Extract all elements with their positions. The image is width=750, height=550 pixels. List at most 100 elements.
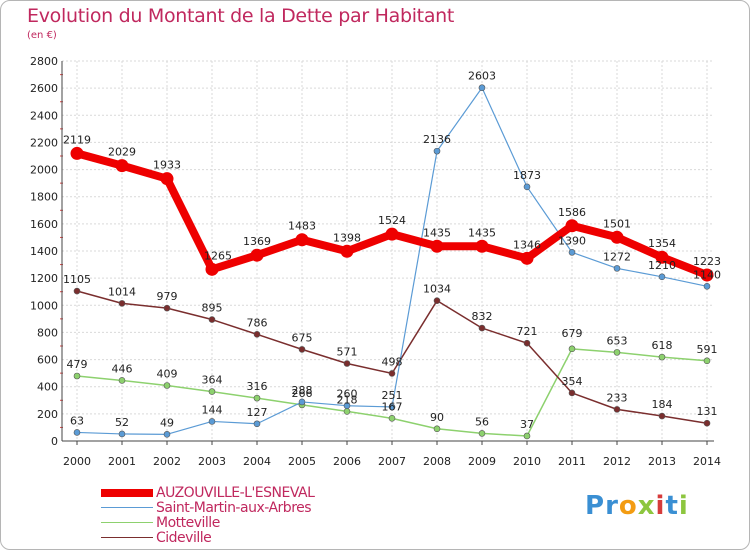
- data-label-saint-martin: 1873: [513, 169, 541, 182]
- data-label-saint-martin: 63: [70, 414, 84, 427]
- y-tick-label: 2800: [30, 55, 58, 68]
- y-tick-label: 2400: [30, 109, 58, 122]
- data-point-auzouville: [160, 172, 174, 186]
- data-point-auzouville: [115, 159, 129, 173]
- data-label-cideville: 1105: [63, 273, 91, 286]
- data-point-motteville: [73, 372, 81, 380]
- legend-item-motteville: Motteville: [101, 515, 314, 530]
- data-label-auzouville: 1586: [558, 206, 586, 219]
- data-label-saint-martin: 49: [160, 416, 174, 429]
- data-label-saint-martin: 288: [292, 384, 313, 397]
- data-label-auzouville: 1933: [153, 159, 181, 172]
- data-point-auzouville: [295, 233, 309, 247]
- data-label-motteville: 167: [382, 400, 403, 413]
- logo-letter: i: [655, 491, 666, 521]
- y-tick-label: 400: [37, 381, 58, 394]
- data-label-saint-martin: 1272: [603, 250, 631, 263]
- chart-legend: AUZOUVILLE-L'ESNEVAL Saint-Martin-aux-Arb…: [101, 484, 315, 546]
- data-label-cideville: 233: [607, 391, 628, 404]
- y-tick-label: 2200: [30, 136, 58, 149]
- data-label-saint-martin: 260: [337, 388, 358, 401]
- data-point-saint-martin: [703, 282, 711, 290]
- x-tick-label: 2011: [558, 455, 586, 468]
- data-point-cideville: [388, 370, 396, 377]
- data-point-auzouville: [205, 262, 219, 276]
- x-tick-label: 2006: [333, 455, 361, 468]
- legend-label: Motteville: [156, 514, 220, 531]
- data-label-auzouville: 1346: [513, 238, 541, 251]
- data-point-auzouville: [475, 239, 489, 253]
- y-tick-label: 2000: [30, 164, 58, 177]
- data-point-motteville: [388, 415, 396, 422]
- data-label-motteville: 618: [652, 339, 673, 352]
- data-point-cideville: [298, 346, 306, 353]
- data-point-saint-martin: [478, 84, 486, 92]
- data-point-auzouville: [565, 219, 579, 233]
- data-label-cideville: 184: [652, 398, 673, 411]
- data-point-cideville: [208, 316, 216, 323]
- data-label-motteville: 409: [157, 367, 178, 380]
- x-tick-label: 2009: [468, 455, 496, 468]
- legend-label: Cideville: [156, 529, 212, 546]
- data-point-motteville: [208, 388, 216, 395]
- data-label-auzouville: 2119: [63, 133, 91, 146]
- logo-letter: t: [665, 491, 679, 521]
- proxiti-logo: Proxiti: [585, 491, 689, 521]
- logo-letter: P: [585, 491, 606, 521]
- data-point-motteville: [478, 430, 486, 437]
- x-tick-label: 2000: [63, 455, 91, 468]
- data-label-auzouville: 1524: [378, 214, 406, 227]
- legend-item-auzouville: AUZOUVILLE-L'ESNEVAL: [101, 484, 315, 501]
- data-label-cideville: 895: [202, 302, 223, 315]
- data-label-cideville: 979: [157, 290, 178, 303]
- data-point-cideville: [613, 406, 621, 413]
- data-label-auzouville: 1398: [333, 231, 361, 244]
- data-label-motteville: 266: [292, 387, 313, 400]
- data-label-saint-martin: 2136: [423, 133, 451, 146]
- x-tick-label: 2008: [423, 455, 451, 468]
- x-tick-label: 2013: [648, 455, 676, 468]
- legend-swatch: [101, 521, 153, 524]
- data-point-motteville: [163, 382, 171, 389]
- chart-subtitle: (en €): [27, 30, 57, 41]
- x-tick-label: 2003: [198, 455, 226, 468]
- y-tick-label: 1000: [30, 299, 58, 312]
- data-point-saint-martin: [658, 273, 666, 281]
- data-label-motteville: 316: [247, 380, 268, 393]
- data-point-auzouville: [520, 251, 534, 265]
- data-point-saint-martin: [118, 430, 126, 438]
- data-label-motteville: 56: [475, 415, 489, 428]
- y-tick-label: 600: [37, 354, 58, 367]
- data-label-saint-martin: 1390: [558, 234, 586, 247]
- data-point-motteville: [433, 425, 441, 433]
- data-point-motteville: [343, 408, 351, 415]
- data-label-cideville: 1014: [108, 285, 136, 298]
- data-point-auzouville: [250, 248, 264, 262]
- data-point-saint-martin: [343, 402, 351, 410]
- data-point-cideville: [658, 412, 666, 420]
- legend-label: AUZOUVILLE-L'ESNEVAL: [156, 484, 315, 501]
- data-label-cideville: 1034: [423, 283, 451, 296]
- data-label-motteville: 218: [337, 393, 358, 406]
- data-point-cideville: [73, 287, 81, 295]
- y-tick-label: 1400: [30, 245, 58, 258]
- data-point-saint-martin: [163, 431, 171, 438]
- x-tick-label: 2002: [153, 455, 181, 468]
- data-point-auzouville: [430, 239, 444, 253]
- data-label-motteville: 653: [607, 334, 628, 347]
- data-point-cideville: [568, 389, 576, 397]
- logo-letter: r: [605, 491, 619, 521]
- logo-letter: o: [618, 491, 638, 521]
- data-label-saint-martin: 1210: [648, 259, 676, 272]
- data-label-saint-martin: 1140: [693, 268, 721, 281]
- y-tick-label: 1800: [30, 191, 58, 204]
- data-label-motteville: 479: [67, 358, 88, 371]
- data-label-auzouville: 1265: [204, 249, 232, 262]
- data-point-saint-martin: [298, 398, 306, 406]
- data-label-cideville: 498: [382, 355, 403, 368]
- data-point-saint-martin: [73, 429, 81, 436]
- data-point-motteville: [568, 345, 576, 353]
- x-tick-label: 2001: [108, 455, 136, 468]
- data-point-cideville: [523, 339, 531, 347]
